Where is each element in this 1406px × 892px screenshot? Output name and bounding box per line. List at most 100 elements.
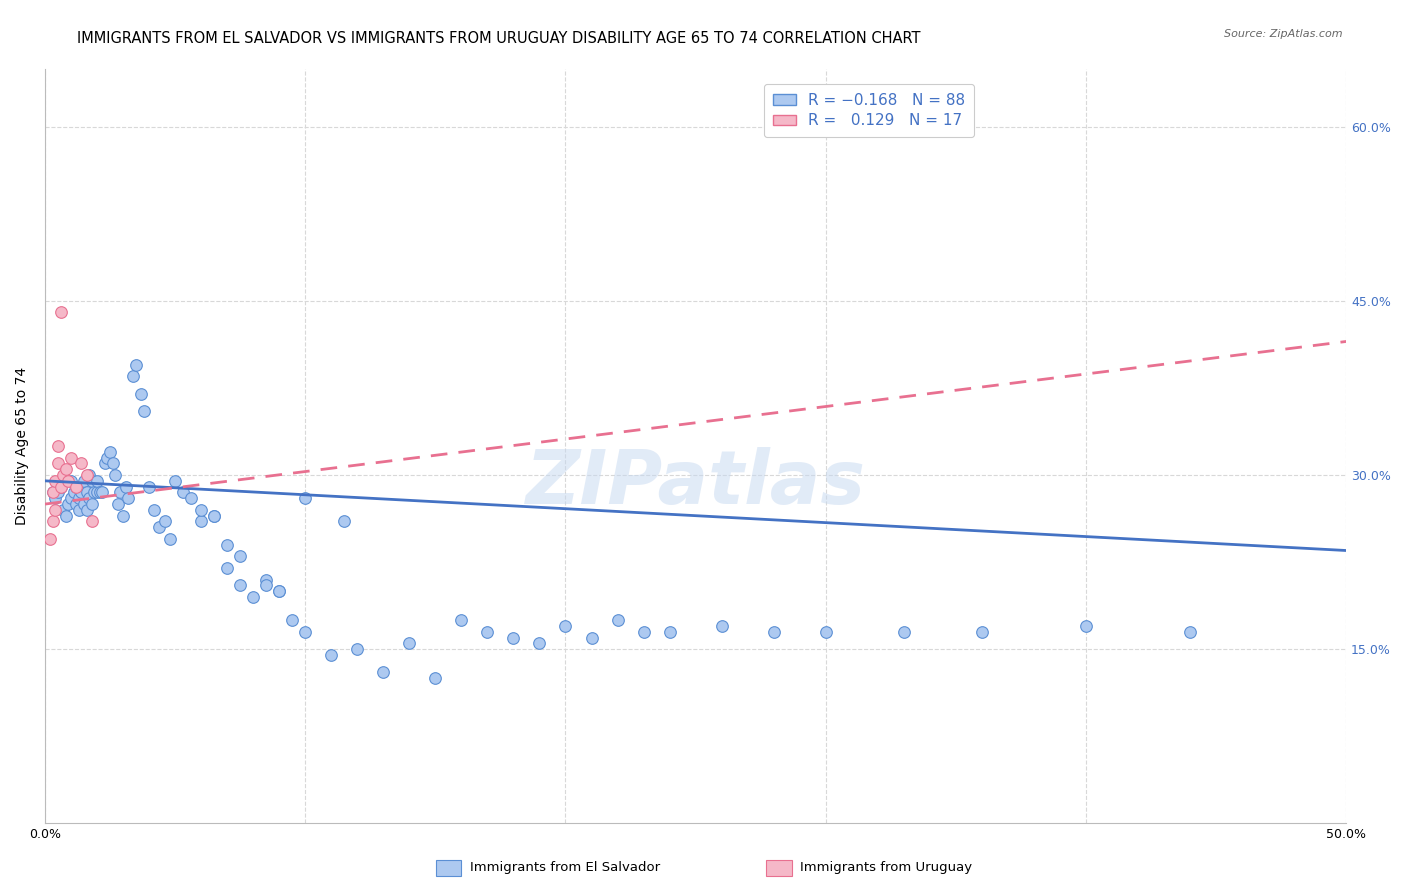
- Point: [58, 474, 80, 488]
- Point: [65, 480, 87, 494]
- Point: [58, 497, 80, 511]
- Point: [346, 642, 368, 657]
- Point: [658, 624, 681, 639]
- Text: Immigrants from Uruguay: Immigrants from Uruguay: [800, 862, 972, 874]
- Point: [1178, 624, 1201, 639]
- Point: [229, 578, 252, 592]
- Point: [44, 491, 66, 506]
- Point: [42, 485, 65, 500]
- Point: [477, 624, 499, 639]
- Point: [101, 457, 124, 471]
- Point: [281, 613, 304, 627]
- Point: [80, 497, 103, 511]
- Point: [148, 520, 170, 534]
- Point: [110, 485, 132, 500]
- Point: [125, 358, 148, 372]
- Point: [67, 503, 90, 517]
- Text: Immigrants from El Salvador: Immigrants from El Salvador: [470, 862, 659, 874]
- Point: [76, 503, 98, 517]
- Point: [970, 624, 993, 639]
- Point: [86, 485, 108, 500]
- Point: [217, 538, 239, 552]
- Point: [114, 480, 136, 494]
- Point: [814, 624, 837, 639]
- Point: [59, 474, 82, 488]
- Point: [104, 468, 127, 483]
- Point: [893, 624, 915, 639]
- Point: [44, 474, 66, 488]
- Point: [554, 619, 576, 633]
- Point: [77, 491, 100, 506]
- Point: [59, 450, 82, 465]
- Point: [91, 485, 114, 500]
- Point: [55, 508, 77, 523]
- Point: [70, 457, 93, 471]
- Point: [217, 561, 239, 575]
- Point: [165, 474, 187, 488]
- Point: [294, 491, 316, 506]
- Point: [129, 386, 152, 401]
- Point: [49, 480, 72, 494]
- Point: [46, 457, 69, 471]
- Point: [76, 485, 98, 500]
- Point: [190, 503, 212, 517]
- Point: [229, 549, 252, 564]
- Point: [190, 515, 212, 529]
- Point: [606, 613, 628, 627]
- Point: [333, 515, 356, 529]
- Point: [52, 468, 75, 483]
- Point: [321, 648, 343, 662]
- Point: [269, 584, 291, 599]
- Point: [65, 497, 87, 511]
- Point: [138, 480, 160, 494]
- Point: [112, 508, 135, 523]
- Point: [70, 485, 93, 500]
- Point: [269, 584, 291, 599]
- Point: [44, 503, 66, 517]
- Point: [52, 503, 75, 517]
- Point: [254, 573, 277, 587]
- Point: [94, 457, 117, 471]
- Point: [49, 305, 72, 319]
- Point: [172, 485, 194, 500]
- Point: [98, 444, 121, 458]
- Text: IMMIGRANTS FROM EL SALVADOR VS IMMIGRANTS FROM URUGUAY DISABILITY AGE 65 TO 74 C: IMMIGRANTS FROM EL SALVADOR VS IMMIGRANT…: [77, 31, 921, 46]
- Point: [425, 671, 447, 685]
- Point: [67, 491, 90, 506]
- Point: [153, 515, 176, 529]
- Point: [398, 636, 420, 650]
- Point: [42, 485, 65, 500]
- Point: [710, 619, 733, 633]
- Text: Source: ZipAtlas.com: Source: ZipAtlas.com: [1225, 29, 1343, 38]
- Point: [46, 485, 69, 500]
- Point: [76, 468, 98, 483]
- Point: [502, 631, 524, 645]
- Point: [373, 665, 395, 680]
- Point: [143, 503, 166, 517]
- Point: [39, 532, 62, 546]
- Point: [762, 624, 785, 639]
- Point: [117, 491, 139, 506]
- Point: [529, 636, 551, 650]
- Point: [294, 624, 316, 639]
- Point: [1074, 619, 1097, 633]
- Point: [80, 515, 103, 529]
- Point: [242, 590, 264, 604]
- Point: [202, 508, 225, 523]
- FancyBboxPatch shape: [436, 860, 461, 876]
- Point: [180, 491, 202, 506]
- FancyBboxPatch shape: [766, 860, 792, 876]
- Point: [122, 369, 145, 384]
- Point: [59, 491, 82, 506]
- Point: [132, 404, 155, 418]
- Point: [77, 468, 100, 483]
- Legend: R = −0.168   N = 88, R =   0.129   N = 17: R = −0.168 N = 88, R = 0.129 N = 17: [763, 84, 974, 137]
- Point: [89, 485, 111, 500]
- Point: [254, 578, 277, 592]
- Point: [80, 474, 103, 488]
- Text: ZIPatlas: ZIPatlas: [526, 447, 866, 520]
- Point: [107, 497, 129, 511]
- Point: [86, 474, 108, 488]
- Point: [46, 439, 69, 453]
- Point: [202, 508, 225, 523]
